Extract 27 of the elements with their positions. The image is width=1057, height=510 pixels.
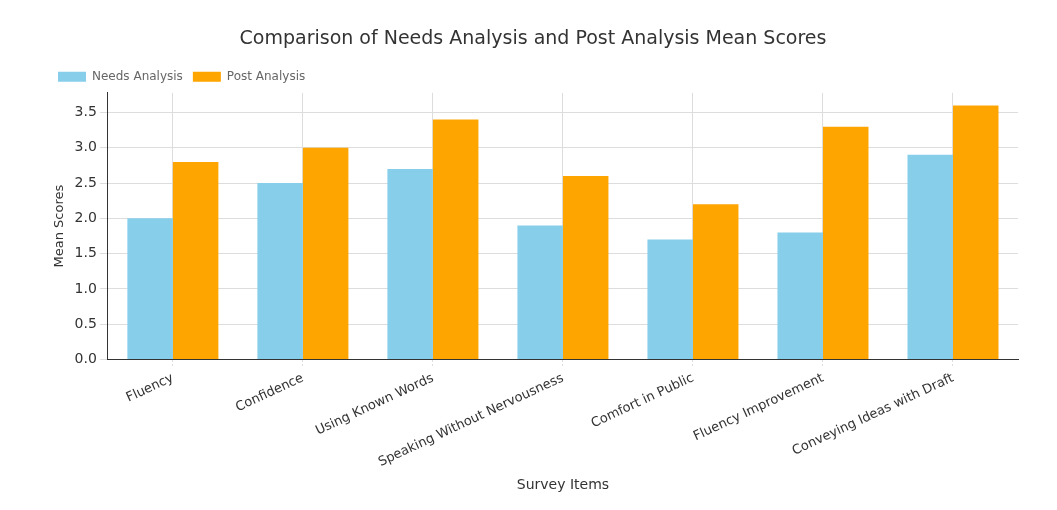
y-tick-label: 0.0 (74, 350, 97, 367)
chart-title: Comparison of Needs Analysis and Post Analysis Mean Scores (239, 26, 827, 49)
bar (907, 154, 953, 359)
bar (127, 218, 173, 359)
legend-label: Post Analysis (226, 68, 306, 83)
y-axis-title: Mean Scores (51, 184, 67, 268)
y-tick-label: 0.5 (74, 314, 97, 331)
bar (822, 126, 869, 359)
legend-label: Needs Analysis (92, 68, 183, 83)
y-tick-label: 2.5 (74, 173, 97, 190)
bar (692, 204, 739, 359)
bar (517, 225, 563, 359)
y-tick-label: 2.0 (74, 208, 97, 225)
bar (432, 119, 479, 359)
bar (562, 176, 609, 359)
bar (257, 183, 303, 359)
bar (387, 168, 433, 359)
y-tick-label: 3.0 (74, 138, 97, 155)
bar (302, 147, 349, 359)
bar (172, 161, 219, 359)
y-tick-label: 3.5 (74, 103, 97, 120)
y-tick-label: 1.5 (74, 244, 97, 261)
x-axis-title: Survey Items (516, 476, 610, 493)
bar (647, 239, 693, 359)
bar (952, 105, 999, 359)
y-tick-label: 1.0 (74, 279, 97, 296)
bar (777, 232, 823, 359)
